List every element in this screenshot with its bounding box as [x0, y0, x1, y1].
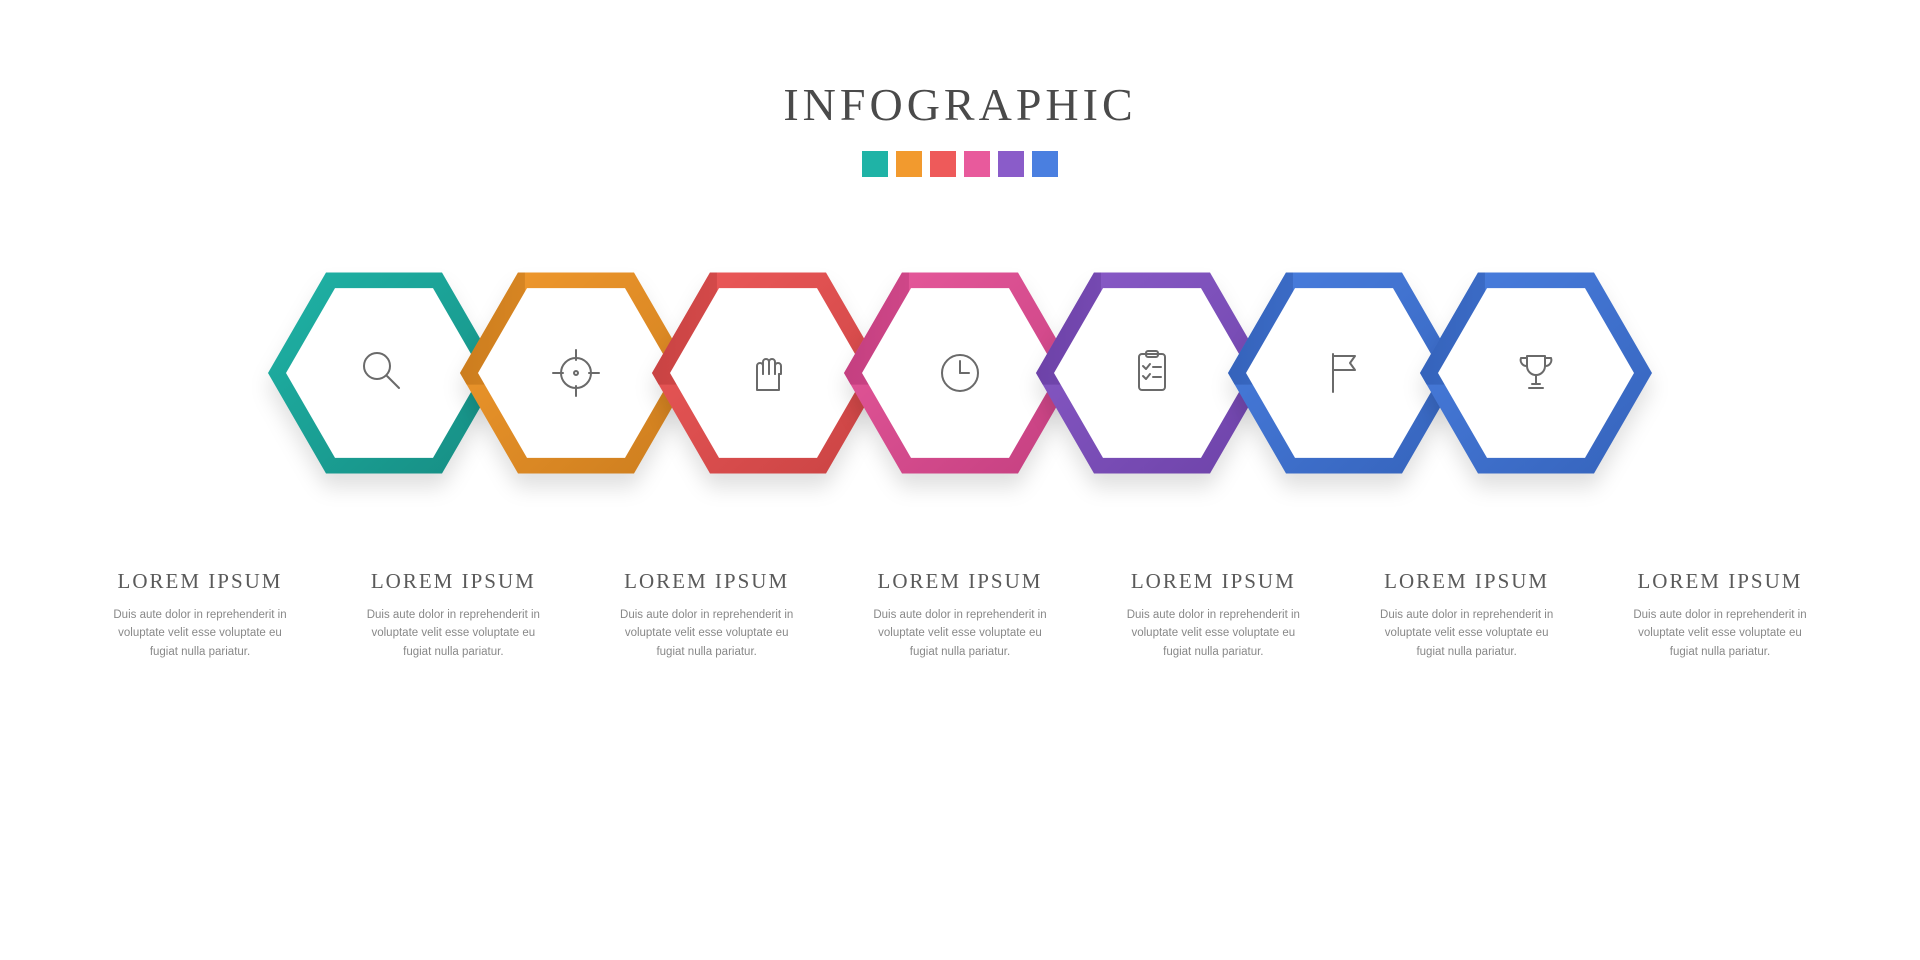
step-label-5: LOREM IPSUM Duis aute dolor in reprehend… [1113, 569, 1313, 661]
step-label-body: Duis aute dolor in reprehenderit in volu… [1367, 606, 1567, 661]
step-label-1: LOREM IPSUM Duis aute dolor in reprehend… [100, 569, 300, 661]
step-label-body: Duis aute dolor in reprehenderit in volu… [1620, 606, 1820, 661]
step-label-4: LOREM IPSUM Duis aute dolor in reprehend… [860, 569, 1060, 661]
step-label-title: LOREM IPSUM [1620, 569, 1820, 594]
step-label-body: Duis aute dolor in reprehenderit in volu… [353, 606, 553, 661]
trophy-icon [1420, 257, 1652, 489]
color-swatch-1 [896, 151, 922, 177]
step-label-body: Duis aute dolor in reprehenderit in volu… [860, 606, 1060, 661]
step-label-body: Duis aute dolor in reprehenderit in volu… [1113, 606, 1313, 661]
color-swatch-row [862, 151, 1058, 177]
step-label-2: LOREM IPSUM Duis aute dolor in reprehend… [353, 569, 553, 661]
color-swatch-5 [1032, 151, 1058, 177]
step-label-body: Duis aute dolor in reprehenderit in volu… [607, 606, 807, 661]
color-swatch-0 [862, 151, 888, 177]
color-swatch-2 [930, 151, 956, 177]
step-label-6: LOREM IPSUM Duis aute dolor in reprehend… [1367, 569, 1567, 661]
step-label-title: LOREM IPSUM [353, 569, 553, 594]
color-swatch-3 [964, 151, 990, 177]
step-label-7: LOREM IPSUM Duis aute dolor in reprehend… [1620, 569, 1820, 661]
step-label-title: LOREM IPSUM [1367, 569, 1567, 594]
step-label-title: LOREM IPSUM [860, 569, 1060, 594]
step-label-3: LOREM IPSUM Duis aute dolor in reprehend… [607, 569, 807, 661]
page-title: INFOGRAPHIC [783, 78, 1136, 131]
step-label-title: LOREM IPSUM [100, 569, 300, 594]
hexagon-step-7 [1420, 257, 1652, 489]
hexagon-row [100, 257, 1820, 517]
step-label-title: LOREM IPSUM [607, 569, 807, 594]
step-label-title: LOREM IPSUM [1113, 569, 1313, 594]
labels-row: LOREM IPSUM Duis aute dolor in reprehend… [100, 569, 1820, 661]
step-label-body: Duis aute dolor in reprehenderit in volu… [100, 606, 300, 661]
color-swatch-4 [998, 151, 1024, 177]
